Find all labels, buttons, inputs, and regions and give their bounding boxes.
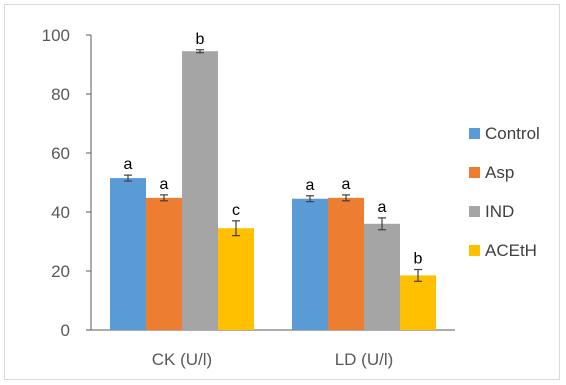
bar bbox=[400, 275, 436, 330]
significance-label: a bbox=[306, 177, 315, 194]
y-tick-label: 100 bbox=[42, 26, 70, 45]
y-tick-label: 40 bbox=[51, 203, 70, 222]
y-tick-label: 0 bbox=[61, 321, 70, 340]
bar bbox=[328, 197, 364, 330]
x-axis: CK (U/l) LD (U/l) bbox=[91, 329, 455, 369]
legend-label: ACEtH bbox=[485, 241, 537, 260]
y-tick-label: 60 bbox=[51, 144, 70, 163]
legend-swatch bbox=[469, 245, 480, 256]
y-tick-label: 80 bbox=[51, 85, 70, 104]
bar bbox=[182, 51, 218, 330]
legend-label: IND bbox=[485, 202, 514, 221]
legend: Control Asp IND ACEtH bbox=[469, 124, 540, 260]
legend-swatch bbox=[469, 167, 480, 178]
legend-swatch bbox=[469, 128, 480, 139]
legend-label: Asp bbox=[485, 163, 514, 182]
legend-label: Control bbox=[485, 124, 540, 143]
bar bbox=[218, 228, 254, 330]
bar bbox=[292, 198, 328, 330]
significance-label: b bbox=[196, 31, 205, 48]
significance-label: a bbox=[378, 199, 387, 216]
significance-label: a bbox=[124, 156, 133, 173]
x-category-label: CK (U/l) bbox=[152, 350, 212, 369]
significance-label: b bbox=[414, 251, 423, 268]
bar bbox=[110, 178, 146, 330]
significance-label: c bbox=[232, 202, 240, 219]
y-tick-label: 20 bbox=[51, 262, 70, 281]
bar bbox=[146, 197, 182, 330]
x-category-label: LD (U/l) bbox=[335, 350, 394, 369]
bars: a a b c a a a b bbox=[110, 31, 436, 330]
y-axis: 0 20 40 60 80 100 bbox=[42, 26, 92, 340]
chart-area bbox=[4, 4, 560, 380]
significance-label: a bbox=[342, 176, 351, 193]
bar bbox=[364, 223, 400, 330]
legend-swatch bbox=[469, 206, 480, 217]
significance-label: a bbox=[160, 176, 169, 193]
